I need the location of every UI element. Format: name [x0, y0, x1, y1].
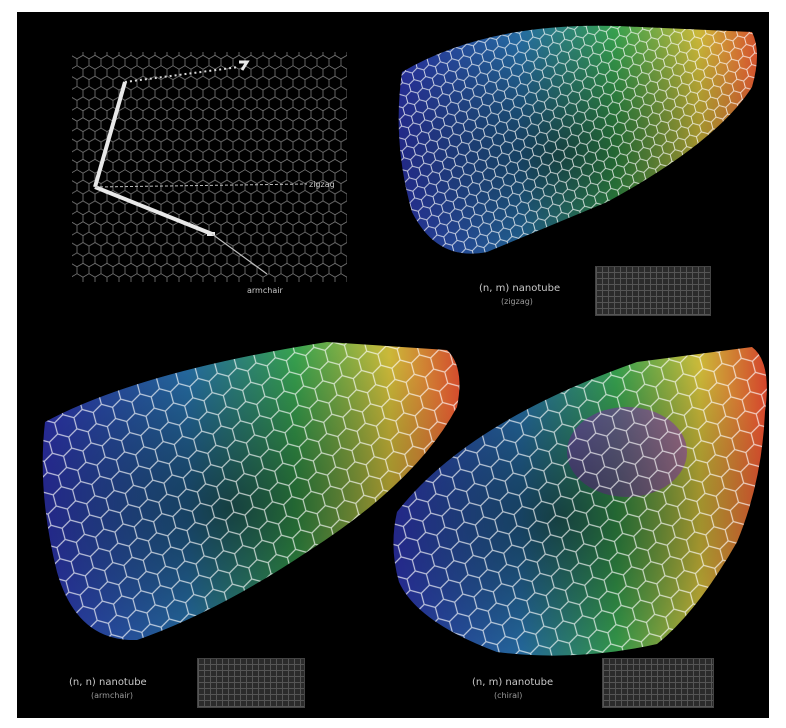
lattice-vector-up [93, 81, 127, 188]
armchair-direction [211, 233, 268, 275]
caption-bottom-left: (n, n) nanotube (armchair) [69, 677, 147, 700]
lattice-label-zigzag: zigzag [309, 180, 335, 189]
zigzag-direction [94, 183, 308, 188]
figure-artwork [42, 25, 767, 656]
swatch-bottom-right [602, 658, 714, 708]
caption-top-right: (n, m) nanotube (zigzag) [479, 283, 561, 306]
chiral-vector [94, 185, 213, 236]
nanotube-bottom-left [42, 342, 460, 641]
graphene-lattice [72, 52, 347, 282]
swatch-bottom-left [197, 658, 305, 708]
lattice-label-armchair: armchair [247, 286, 283, 295]
nanotube-top-right [398, 25, 757, 254]
translation-line [124, 66, 240, 83]
nanotube-figure: (n, m) nanotube (zigzag) (n, n) nanotube… [17, 12, 769, 718]
corner-marker-top [239, 60, 250, 71]
caption-bottom-right: (n, m) nanotube (chiral) [472, 677, 554, 700]
swatch-top-right [595, 266, 711, 316]
graphene-lattice-panel [72, 52, 347, 282]
